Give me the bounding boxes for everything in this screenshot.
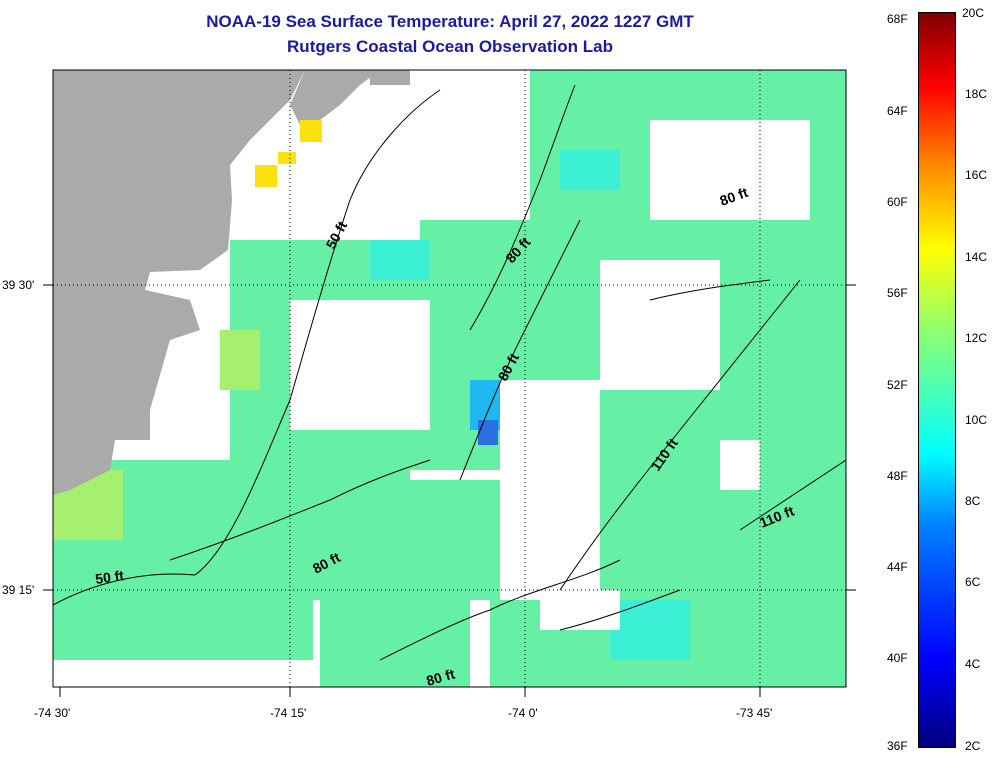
y-label-39-15: 39 15' [2, 583, 35, 597]
cloud-gap-e [650, 120, 810, 220]
cbar-c-16: 16C [965, 168, 988, 182]
isobath-80ft-sw [169, 459, 431, 561]
sst-water-layer [53, 70, 846, 687]
warm-pixel-a [300, 120, 322, 142]
x-label-73-45: -73 45' [736, 706, 773, 720]
isobath-80ft-south [379, 559, 621, 661]
sst-patch-warmgreen-b [220, 330, 260, 390]
isobath-shoal-b [649, 279, 771, 301]
cloud-gap-f [720, 440, 760, 490]
contour-label-50ft-a: 50 ft [94, 567, 125, 587]
isobath-110ft-b [739, 459, 846, 531]
cbar-c-10: 10C [965, 413, 988, 427]
isobath-80ft-north [469, 84, 576, 331]
cbar-c-18: 18C [965, 87, 988, 101]
cloud-gap-d [540, 590, 620, 630]
sst-patch-s2 [320, 590, 470, 687]
land-ne [290, 70, 380, 125]
cbar-f-68: 68F [887, 12, 908, 26]
isobath-layer [53, 84, 846, 661]
cbar-c-12: 12C [965, 331, 988, 345]
axis-ticks [43, 284, 856, 697]
cbar-f-60: 60F [887, 195, 908, 209]
land-tip [370, 70, 410, 85]
title-line-1: NOAA-19 Sea Surface Temperature: April 2… [206, 12, 694, 31]
x-label-74-15: -74 15' [270, 706, 307, 720]
x-label-74-0: -74 0' [508, 706, 538, 720]
sst-patch-coldest [478, 420, 498, 445]
isobath-80ft-mid [459, 219, 581, 481]
sst-patch-cyan-c [610, 600, 690, 660]
cbar-c-20: 20C [962, 6, 985, 20]
cloud-gap-c [600, 260, 720, 390]
temperature-colorbar [918, 12, 956, 748]
map-frame [52, 69, 847, 688]
cbar-c-6: 6C [965, 575, 981, 589]
cbar-f-36: 36F [887, 739, 908, 753]
isobath-110ft-a [559, 279, 801, 591]
isobath-shoal-a [559, 589, 681, 631]
warm-pixel-b [255, 165, 277, 187]
cbar-f-48: 48F [887, 469, 908, 483]
cbar-c-8: 8C [965, 494, 981, 508]
sst-patch-cyan-a [370, 240, 430, 280]
cbar-c-4: 4C [965, 657, 981, 671]
x-label-74-30: -74 30' [34, 706, 71, 720]
contour-label-80ft-d: 80 ft [424, 665, 456, 688]
sst-patch-cyan-b [560, 150, 620, 190]
graticule [53, 70, 846, 687]
cbar-f-56: 56F [887, 286, 908, 300]
cloud-gap-b [500, 380, 600, 600]
warm-pixel-c [278, 152, 296, 164]
cbar-c-2: 2C [965, 739, 981, 753]
new-jersey-land [53, 70, 305, 495]
cbar-f-44: 44F [887, 560, 908, 574]
cloud-gap-a [290, 300, 430, 430]
isobath-50ft [53, 89, 441, 606]
y-label-39-30: 39 30' [2, 278, 35, 292]
cbar-f-40: 40F [887, 651, 908, 665]
title-line-2: Rutgers Coastal Ocean Observation Lab [287, 37, 613, 56]
cbar-c-14: 14C [965, 250, 988, 264]
cbar-f-52: 52F [887, 378, 908, 392]
cbar-f-64: 64F [887, 104, 908, 118]
land-layer [53, 70, 410, 495]
